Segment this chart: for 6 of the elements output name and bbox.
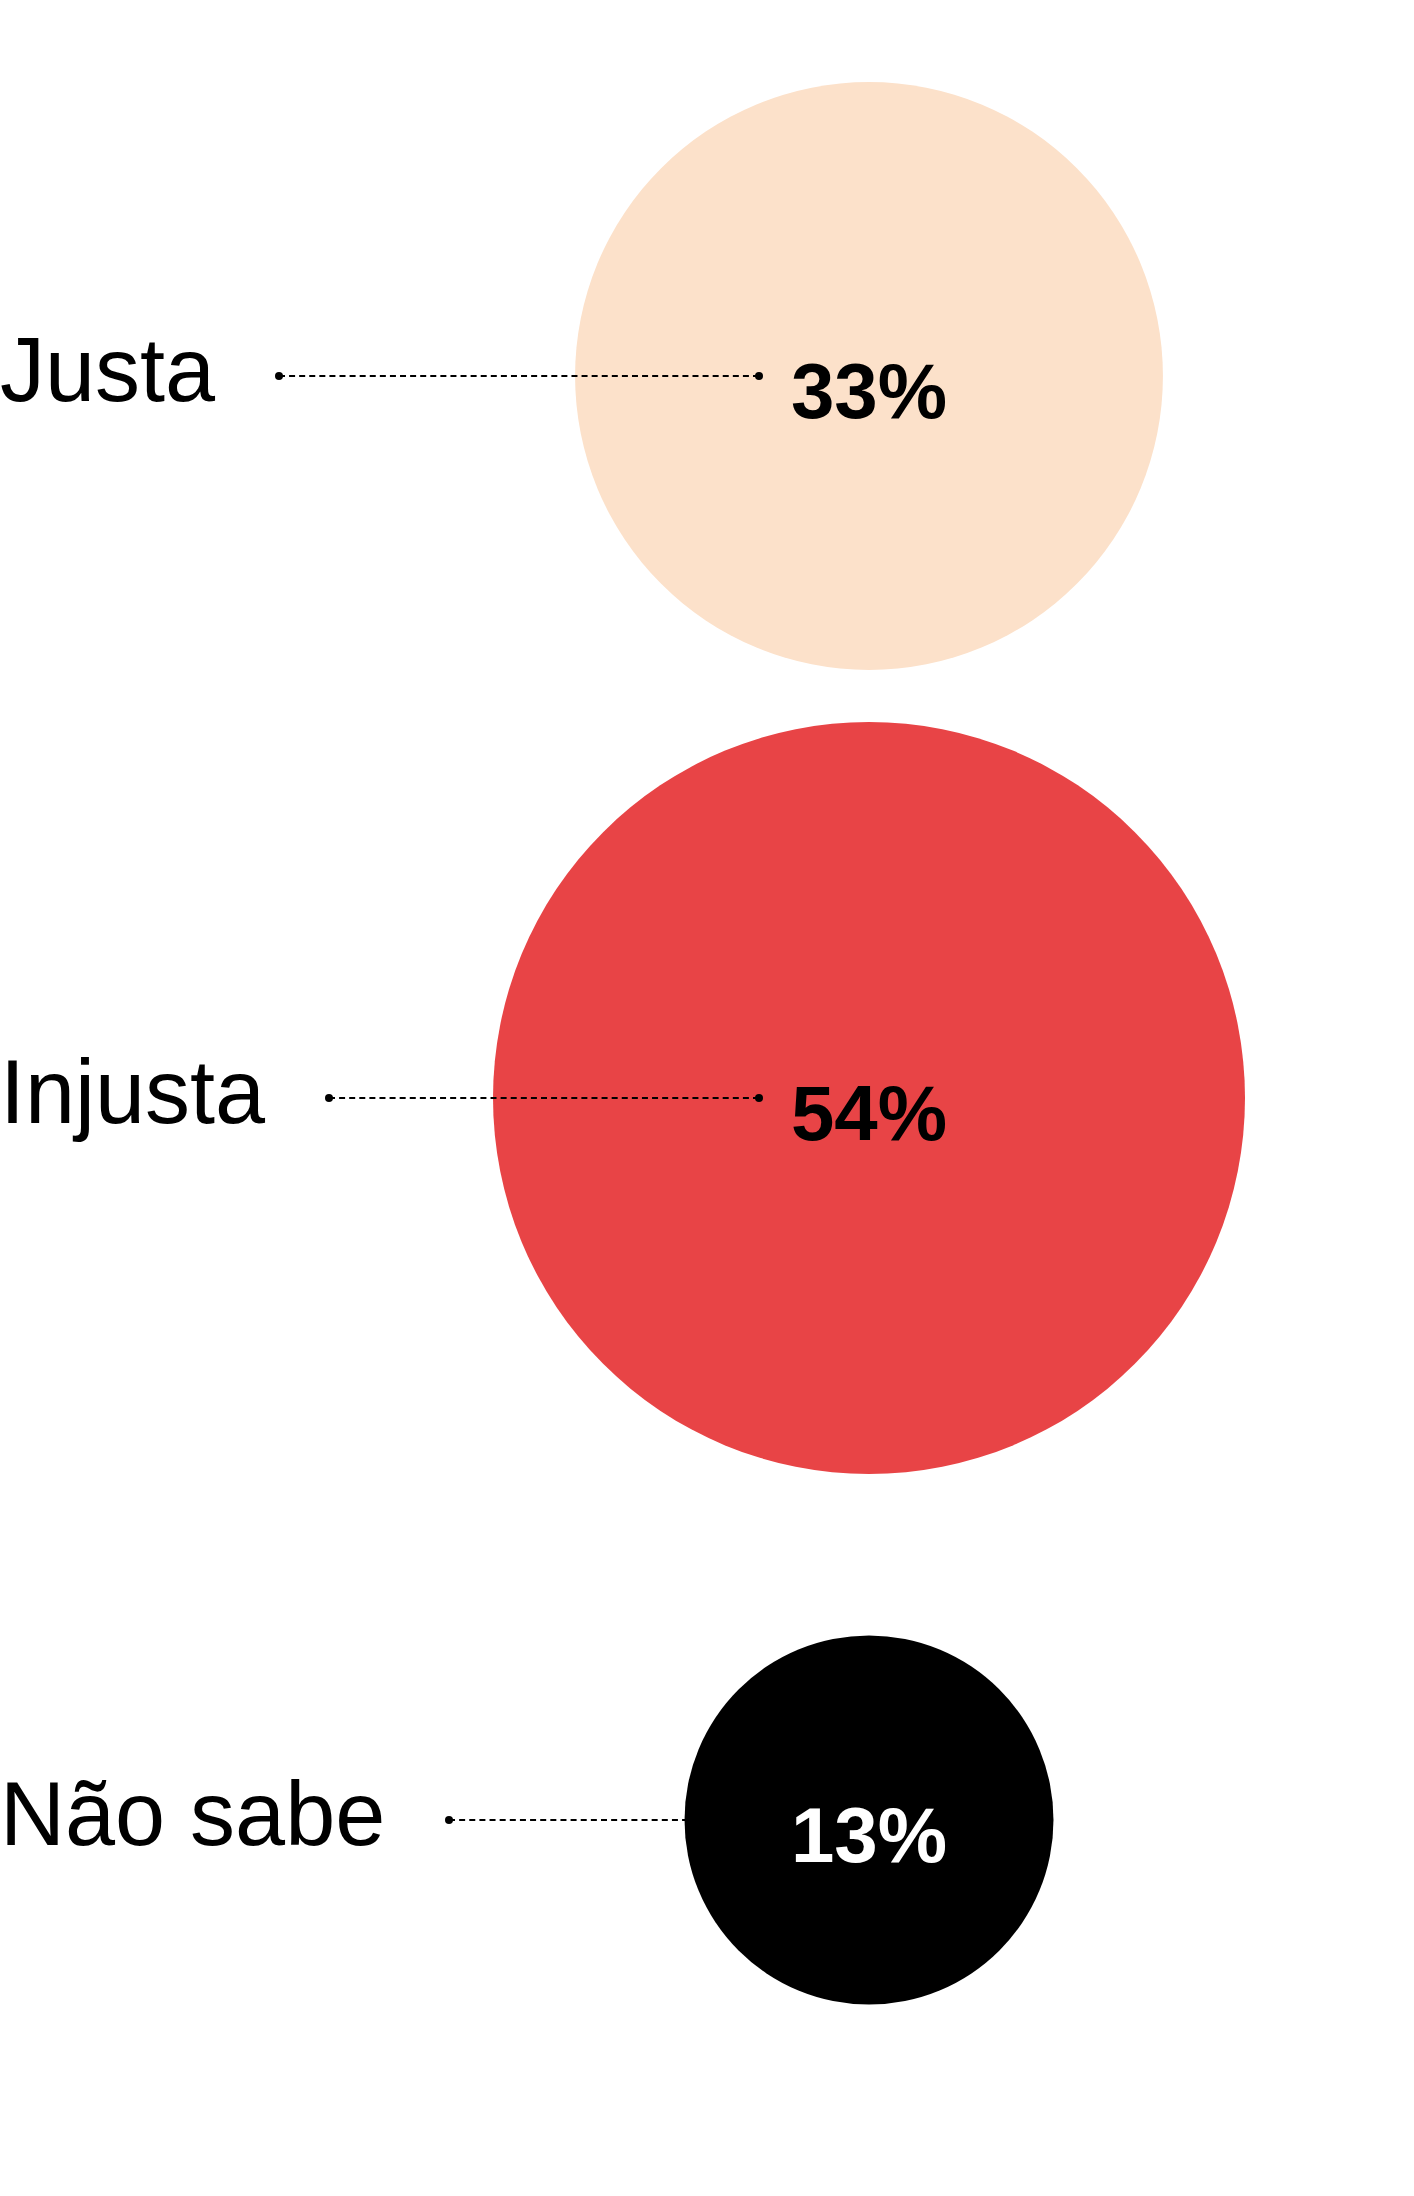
- category-label: Não sabe: [0, 1763, 386, 1864]
- category-label: Justa: [0, 319, 217, 420]
- category-label: Injusta: [0, 1041, 267, 1142]
- data-label: 13%: [790, 1790, 948, 1879]
- data-label: 54%: [790, 1068, 948, 1157]
- data-label: 33%: [790, 346, 948, 435]
